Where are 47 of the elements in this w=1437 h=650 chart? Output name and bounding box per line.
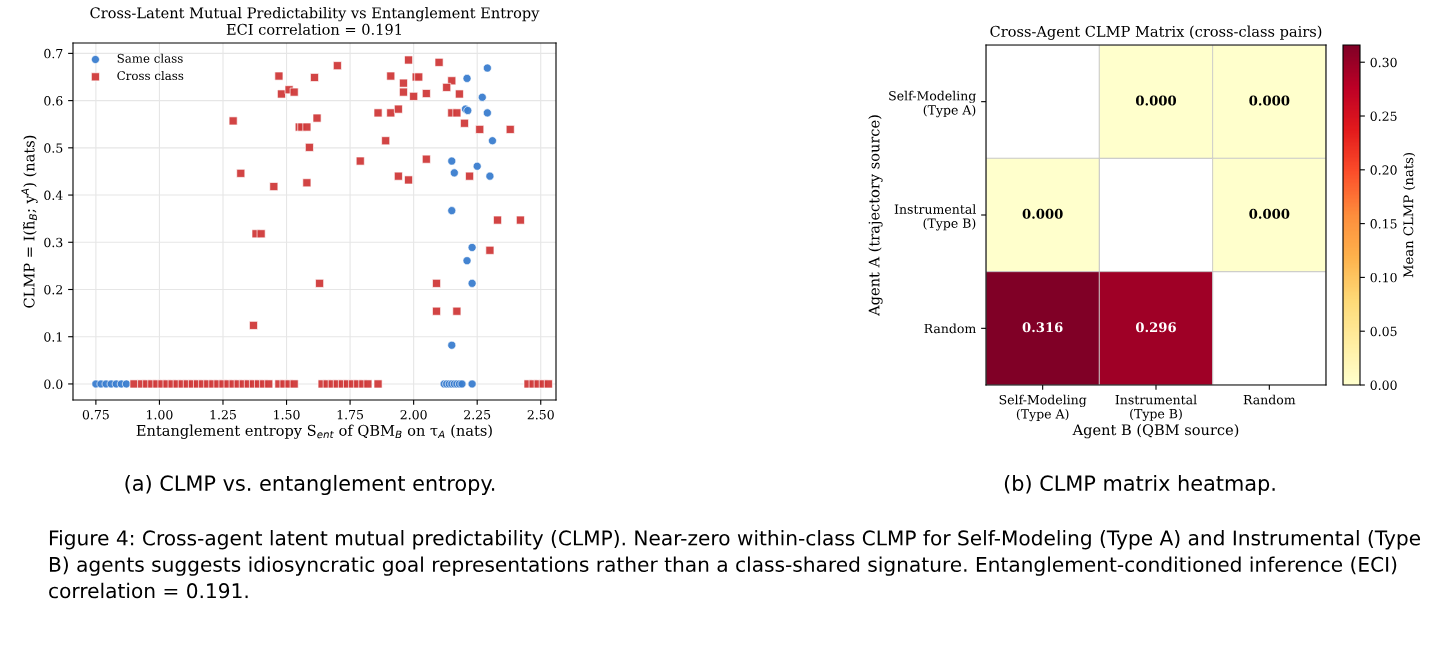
data-label: 0.296 (1135, 322, 1176, 333)
y-tick-label: 0.3 (44, 237, 63, 248)
x-tick-label: 1.25 (210, 409, 236, 420)
text: (a) CLMP vs. entanglement entropy. (125, 474, 495, 496)
y-tick-label: 0.6 (44, 96, 63, 106)
data-label: 0.000 (1249, 95, 1290, 106)
data-label: 0.000 (1022, 208, 1063, 219)
y-tick-label: Self-Modeling (Type A) (889, 90, 976, 118)
y-tick-label: 0.0 (44, 379, 63, 389)
data-label: 0.000 (1135, 95, 1177, 106)
y-tick-label: Instrumental (Type B) (894, 204, 976, 231)
color-bar-label: 0.05 (1370, 326, 1397, 337)
x-axis-title: Agent B (QBM source) (1072, 423, 1239, 439)
color-bar-title: Mean CLMP (nats) (1403, 153, 1416, 278)
y-tick-label: 0.1 (44, 332, 62, 342)
x-tick-label: 2.50 (527, 409, 554, 420)
color-bar-label: 0.00 (1370, 380, 1397, 390)
y-tick-label: 0.7 (44, 48, 63, 59)
color-bar-label: 0.25 (1370, 111, 1397, 121)
x-tick-label: 0.75 (82, 409, 109, 420)
text: (b) CLMP matrix heatmap. (1004, 474, 1275, 496)
y-tick-label: Random (924, 323, 976, 334)
x-tick-label: 2.00 (400, 409, 427, 420)
x-tick-label: 1.50 (274, 409, 300, 420)
x-tick-label: 1.75 (337, 409, 364, 420)
chart-title: Cross-Agent CLMP Matrix (cross-class pairs) (990, 25, 1322, 40)
legend-label: Same class (117, 53, 183, 63)
caption: Figure 4: Cross-agent latent mutual predictability (CLMP). Near-zero within-class CLMP for Self-Modeling (Type A) and Instrumental (Type B) agents suggests idiosyncratic goal representations rather than a class-shared signature. Entanglement-conditioned inference (ECI) correlation = 0.191. (49, 530, 1421, 599)
color-bar-label: 0.15 (1370, 219, 1397, 229)
x-tick-label: Random (1243, 394, 1296, 405)
data-label: 0.316 (1022, 322, 1063, 333)
color-bar-label: 0.30 (1370, 57, 1397, 68)
x-axis-title: Entanglement entropy S$_{ent}$ of QBM$_{B}$ on τ$_{A}$ (nats) (136, 424, 492, 439)
y-axis-title: Agent A (trajectory source) (868, 115, 883, 316)
x-tick-label: Self-Modeling (Type A) (999, 394, 1087, 422)
x-tick-label: 2.25 (464, 409, 491, 420)
y-tick-label: 0.4 (44, 190, 63, 200)
y-tick-label: 0.5 (44, 143, 63, 153)
data-label: 0.000 (1249, 208, 1290, 219)
chart-title: Cross-Latent Mutual Predictability vs Entanglement Entropy ECI correlation = 0.191 (90, 7, 540, 35)
x-tick-label: 1.00 (147, 409, 173, 420)
color-bar-label: 0.20 (1370, 165, 1397, 175)
color-bar-label: 0.10 (1370, 272, 1397, 283)
y-tick-label: 0.2 (44, 284, 63, 295)
legend-label: Cross class (117, 70, 184, 81)
y-axis-title: CLMP = I(h̃$_{B}$; y$^{A}$) (nats) (21, 135, 38, 308)
x-tick-label: Instrumental (Type B) (1115, 394, 1197, 421)
